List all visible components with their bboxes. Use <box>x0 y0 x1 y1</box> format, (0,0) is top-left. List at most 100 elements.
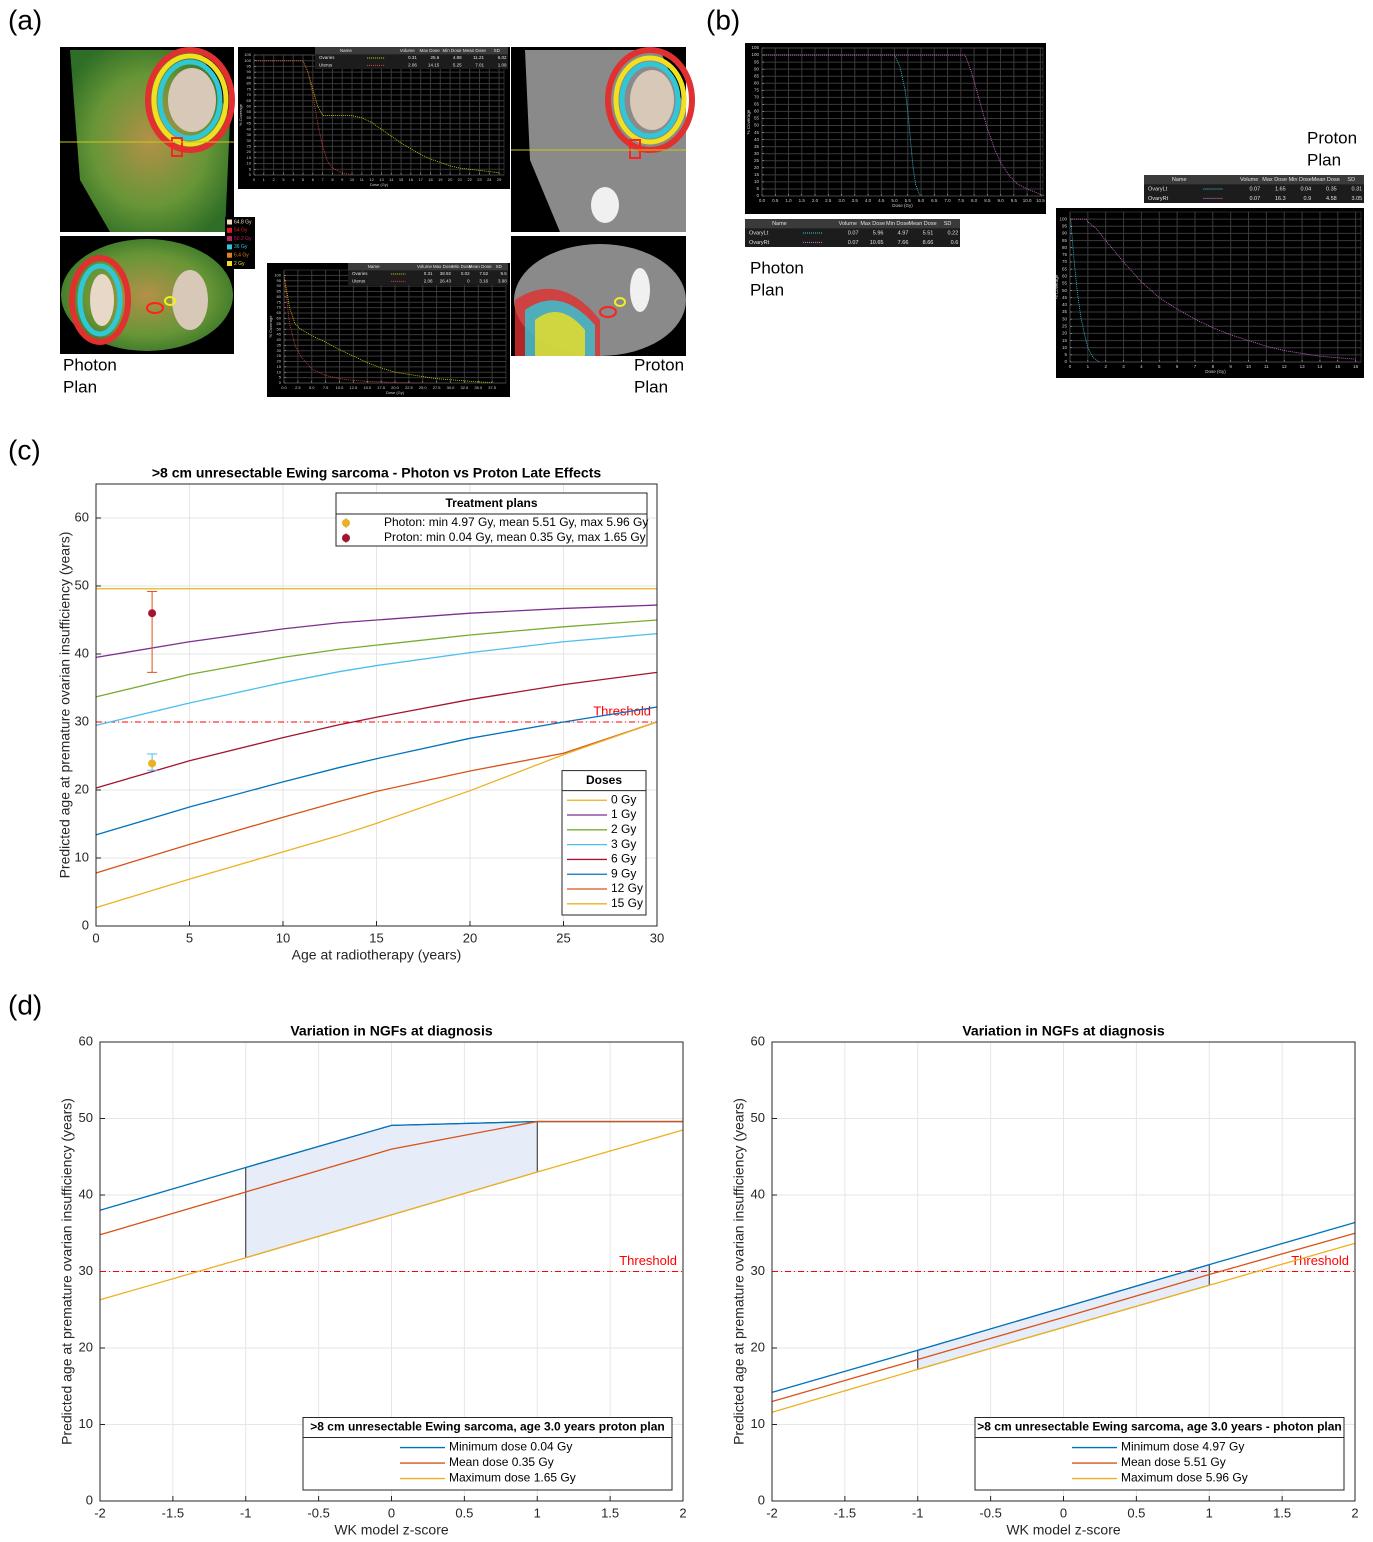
x-tick-label: 4 <box>292 177 295 182</box>
y-tick-label: 25 <box>754 158 760 163</box>
y-tick-label: 50 <box>277 326 282 331</box>
x-tick-label: 0 <box>1069 364 1072 369</box>
x-tick-label: 4 <box>1140 364 1143 369</box>
plot-frame <box>1069 211 1362 363</box>
x-tick-label: 8 <box>331 177 334 182</box>
x-tick-label: 9.0 <box>997 198 1004 203</box>
y-tick-label: 85 <box>247 75 252 80</box>
y-tick-label: 70 <box>247 92 252 97</box>
table-cell: 0.6 <box>951 240 959 246</box>
series-line <box>283 275 493 383</box>
y-tick-label: 55 <box>754 116 760 121</box>
table-cell: 1.65 <box>1275 186 1286 192</box>
y-tick-label: 5 <box>249 166 252 171</box>
series-line <box>95 706 658 836</box>
y-tick-label: 70 <box>1062 259 1068 264</box>
y-tick-label: 0 <box>82 917 89 932</box>
legend-swatch <box>342 519 350 527</box>
x-axis-label: Age at radiotherapy (years) <box>292 947 462 963</box>
x-tick-label: 27.5 <box>433 385 442 390</box>
table-cell: 0.07 <box>1249 196 1260 202</box>
x-tick-label: 5.5 <box>905 198 912 203</box>
x-tick-label: 17 <box>418 177 423 182</box>
table-header <box>745 219 960 229</box>
x-tick-label: 10 <box>350 177 355 182</box>
table-name-cell: OvaryRt <box>1148 196 1169 202</box>
legend-label: Proton: min 0.04 Gy, mean 0.35 Gy, max 1… <box>384 530 646 544</box>
table-header-cell: SD <box>496 264 503 269</box>
x-tick-label: 18 <box>428 177 433 182</box>
x-tick-label: 10 <box>276 930 290 945</box>
x-tick-label: 7 <box>1194 364 1197 369</box>
x-tick-label: -0.5 <box>979 1505 1001 1520</box>
x-tick-label: 6 <box>312 177 315 182</box>
y-tick-label: 10 <box>79 1416 93 1431</box>
y-axis-label: % Coverage <box>268 315 273 338</box>
legend-label: Minimum dose 4.97 Gy <box>1121 1440 1244 1454</box>
x-tick-label: 0.5 <box>455 1505 473 1520</box>
x-tick-label: 25.0 <box>419 385 428 390</box>
y-tick-label: 20 <box>1062 331 1068 336</box>
legend-label: Mean dose 5.51 Gy <box>1121 1455 1226 1469</box>
table-cell: 4.88 <box>453 55 462 60</box>
y-tick-label: 20 <box>277 359 282 364</box>
series-line <box>95 721 658 874</box>
table-cell: 38.92 <box>440 271 452 276</box>
y-tick-label: 15 <box>277 364 282 369</box>
series-line <box>95 671 658 789</box>
x-axis-label: Dose (Gy) <box>386 390 405 395</box>
y-tick-label: 85 <box>1062 238 1068 243</box>
y-tick-label: 95 <box>247 63 252 68</box>
colorbar-label: 50.2 Gy <box>234 236 252 242</box>
x-tick-label: 2 <box>1104 364 1107 369</box>
y-tick-label: 55 <box>1062 281 1068 286</box>
y-tick-label: 40 <box>75 645 89 660</box>
x-tick-label: -2 <box>766 1505 778 1520</box>
table-header-cell: Mean Dose <box>1312 177 1340 183</box>
y-tick-label: 50 <box>754 123 760 128</box>
legend-label: 12 Gy <box>611 881 643 895</box>
x-tick-label: 14 <box>389 177 394 182</box>
x-tick-label: 10.5 <box>1036 198 1045 203</box>
x-tick-label: 22.5 <box>405 385 414 390</box>
legend-label: 15 Gy <box>611 896 643 910</box>
y-tick-label: 50 <box>247 115 252 120</box>
y-tick-label: 5 <box>756 186 759 191</box>
table-name-cell: OvaryLt <box>749 230 769 236</box>
x-tick-label: 10.0 <box>1023 198 1032 203</box>
x-tick-label: 6.5 <box>931 198 938 203</box>
x-tick-label: 1.5 <box>1273 1505 1291 1520</box>
table-cell: 7.52 <box>479 271 488 276</box>
table-header-cell: Volume <box>400 48 416 53</box>
legend-swatch <box>342 534 350 542</box>
y-axis-label: Predicted age at premature ovarian insuf… <box>59 1098 75 1445</box>
table-header-cell: Mean Dose <box>463 48 487 53</box>
table-header <box>315 47 508 55</box>
x-tick-label: 19 <box>438 177 443 182</box>
legend-box <box>974 1417 1345 1491</box>
table-name-cell: Uterus <box>319 63 333 68</box>
x-axis-label: WK model z-score <box>1006 1522 1121 1538</box>
table-cell: 3.98 <box>498 279 507 284</box>
table-header-cell: Max Dose <box>433 264 454 269</box>
x-tick-label: 30 <box>650 930 664 945</box>
x-tick-label: -1 <box>240 1505 252 1520</box>
chart-title: Variation in NGFs at diagnosis <box>290 1023 492 1039</box>
legend-label: 1 Gy <box>611 807 636 821</box>
table-header <box>348 263 508 271</box>
x-tick-label: -0.5 <box>307 1505 329 1520</box>
x-tick-label: 13 <box>379 177 384 182</box>
x-tick-label: 1 <box>534 1505 541 1520</box>
x-tick-label: 6.0 <box>918 198 925 203</box>
y-axis-label: Predicted age at premature ovarian insuf… <box>731 1098 747 1445</box>
y-tick-label: 30 <box>79 1263 93 1278</box>
table-header-cell: Volume <box>417 264 433 269</box>
table-header-cell: Volume <box>1240 177 1258 183</box>
y-tick-label: 100 <box>274 272 281 277</box>
legend-label: Minimum dose 0.04 Gy <box>449 1440 572 1454</box>
series-line <box>771 1242 1356 1413</box>
x-tick-label: 1 <box>263 177 266 182</box>
table-header-cell: Min Dose <box>443 48 463 53</box>
table-cell: 5.51 <box>923 230 934 236</box>
